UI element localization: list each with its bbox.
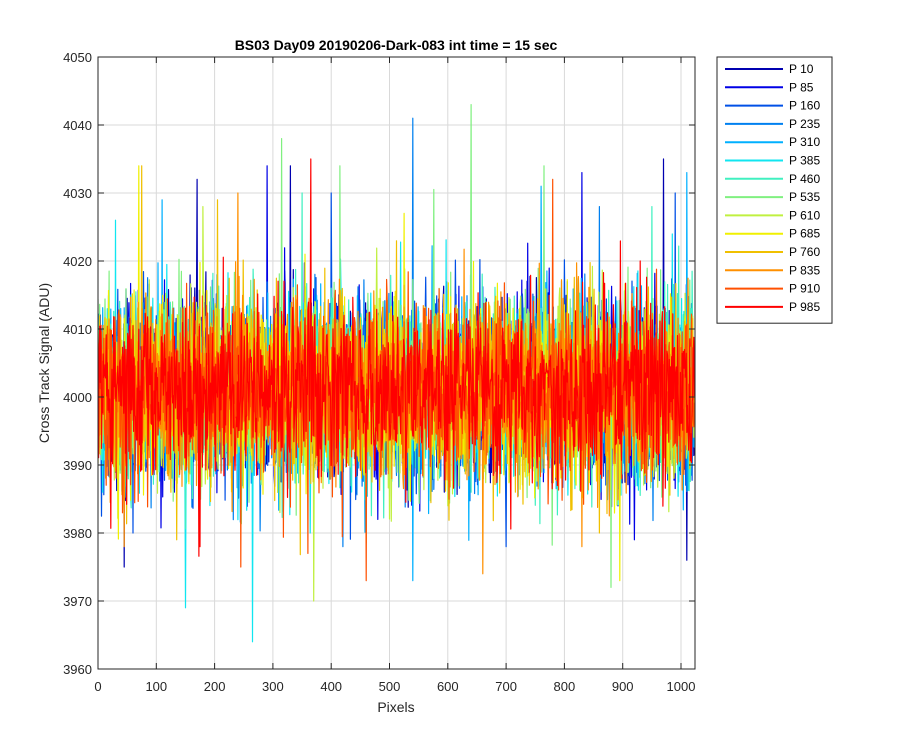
legend-entry-label: P 460: [789, 172, 820, 186]
y-tick-label: 3960: [63, 662, 92, 677]
x-tick-label: 500: [379, 679, 401, 694]
legend-entry-label: P 310: [789, 135, 820, 149]
x-tick-label: 0: [94, 679, 101, 694]
y-tick-label: 4020: [63, 254, 92, 269]
x-tick-label: 600: [437, 679, 459, 694]
y-tick-label: 4030: [63, 186, 92, 201]
ticks: 0 100 200 300 400 500 600 700 800 900 1000 3960 3970…: [63, 50, 695, 694]
legend-entry-label: P 685: [789, 227, 820, 241]
x-tick-label: 200: [204, 679, 226, 694]
series-group: [98, 103, 695, 643]
legend-entry-label: P 385: [789, 154, 820, 168]
legend-entry-label: P 985: [789, 300, 820, 314]
chart-title: BS03 Day09 20190206-Dark-083 int time = …: [235, 37, 558, 53]
legend-entry-label: P 235: [789, 117, 820, 131]
x-axis-label: Pixels: [377, 699, 414, 715]
x-tick-label: 800: [554, 679, 576, 694]
y-tick-label: 4040: [63, 118, 92, 133]
legend-entry-label: P 160: [789, 99, 820, 113]
legend[interactable]: P 10 P 85 P 160 P 235 P 310 P 385 P 460 P 535 P …: [716, 56, 833, 324]
legend-entry-label: P 85: [789, 80, 814, 94]
legend-entry-label: P 910: [789, 282, 820, 296]
x-tick-label: 900: [612, 679, 634, 694]
y-tick-label: 3980: [63, 526, 92, 541]
y-tick-label: 4050: [63, 50, 92, 65]
x-tick-label: 400: [320, 679, 342, 694]
legend-entry-label: P 610: [789, 208, 820, 222]
x-tick-label: 300: [262, 679, 284, 694]
legend-entry-label: P 760: [789, 245, 820, 259]
y-axis-label: Cross Track Signal (ADU): [36, 283, 52, 443]
x-tick-label: 700: [495, 679, 517, 694]
y-tick-label: 4010: [63, 322, 92, 337]
legend-box: [716, 56, 833, 324]
legend-entry-label: P 835: [789, 263, 820, 277]
series-line-p-985: [98, 158, 695, 557]
x-tick-label: 100: [145, 679, 167, 694]
x-tick-label: 1000: [667, 679, 696, 694]
y-tick-label: 4000: [63, 390, 92, 405]
y-tick-label: 3970: [63, 594, 92, 609]
plot-border: [97, 56, 696, 670]
legend-entry-label: P 10: [789, 62, 814, 76]
y-tick-label: 3990: [63, 458, 92, 473]
legend-entry-label: P 535: [789, 190, 820, 204]
